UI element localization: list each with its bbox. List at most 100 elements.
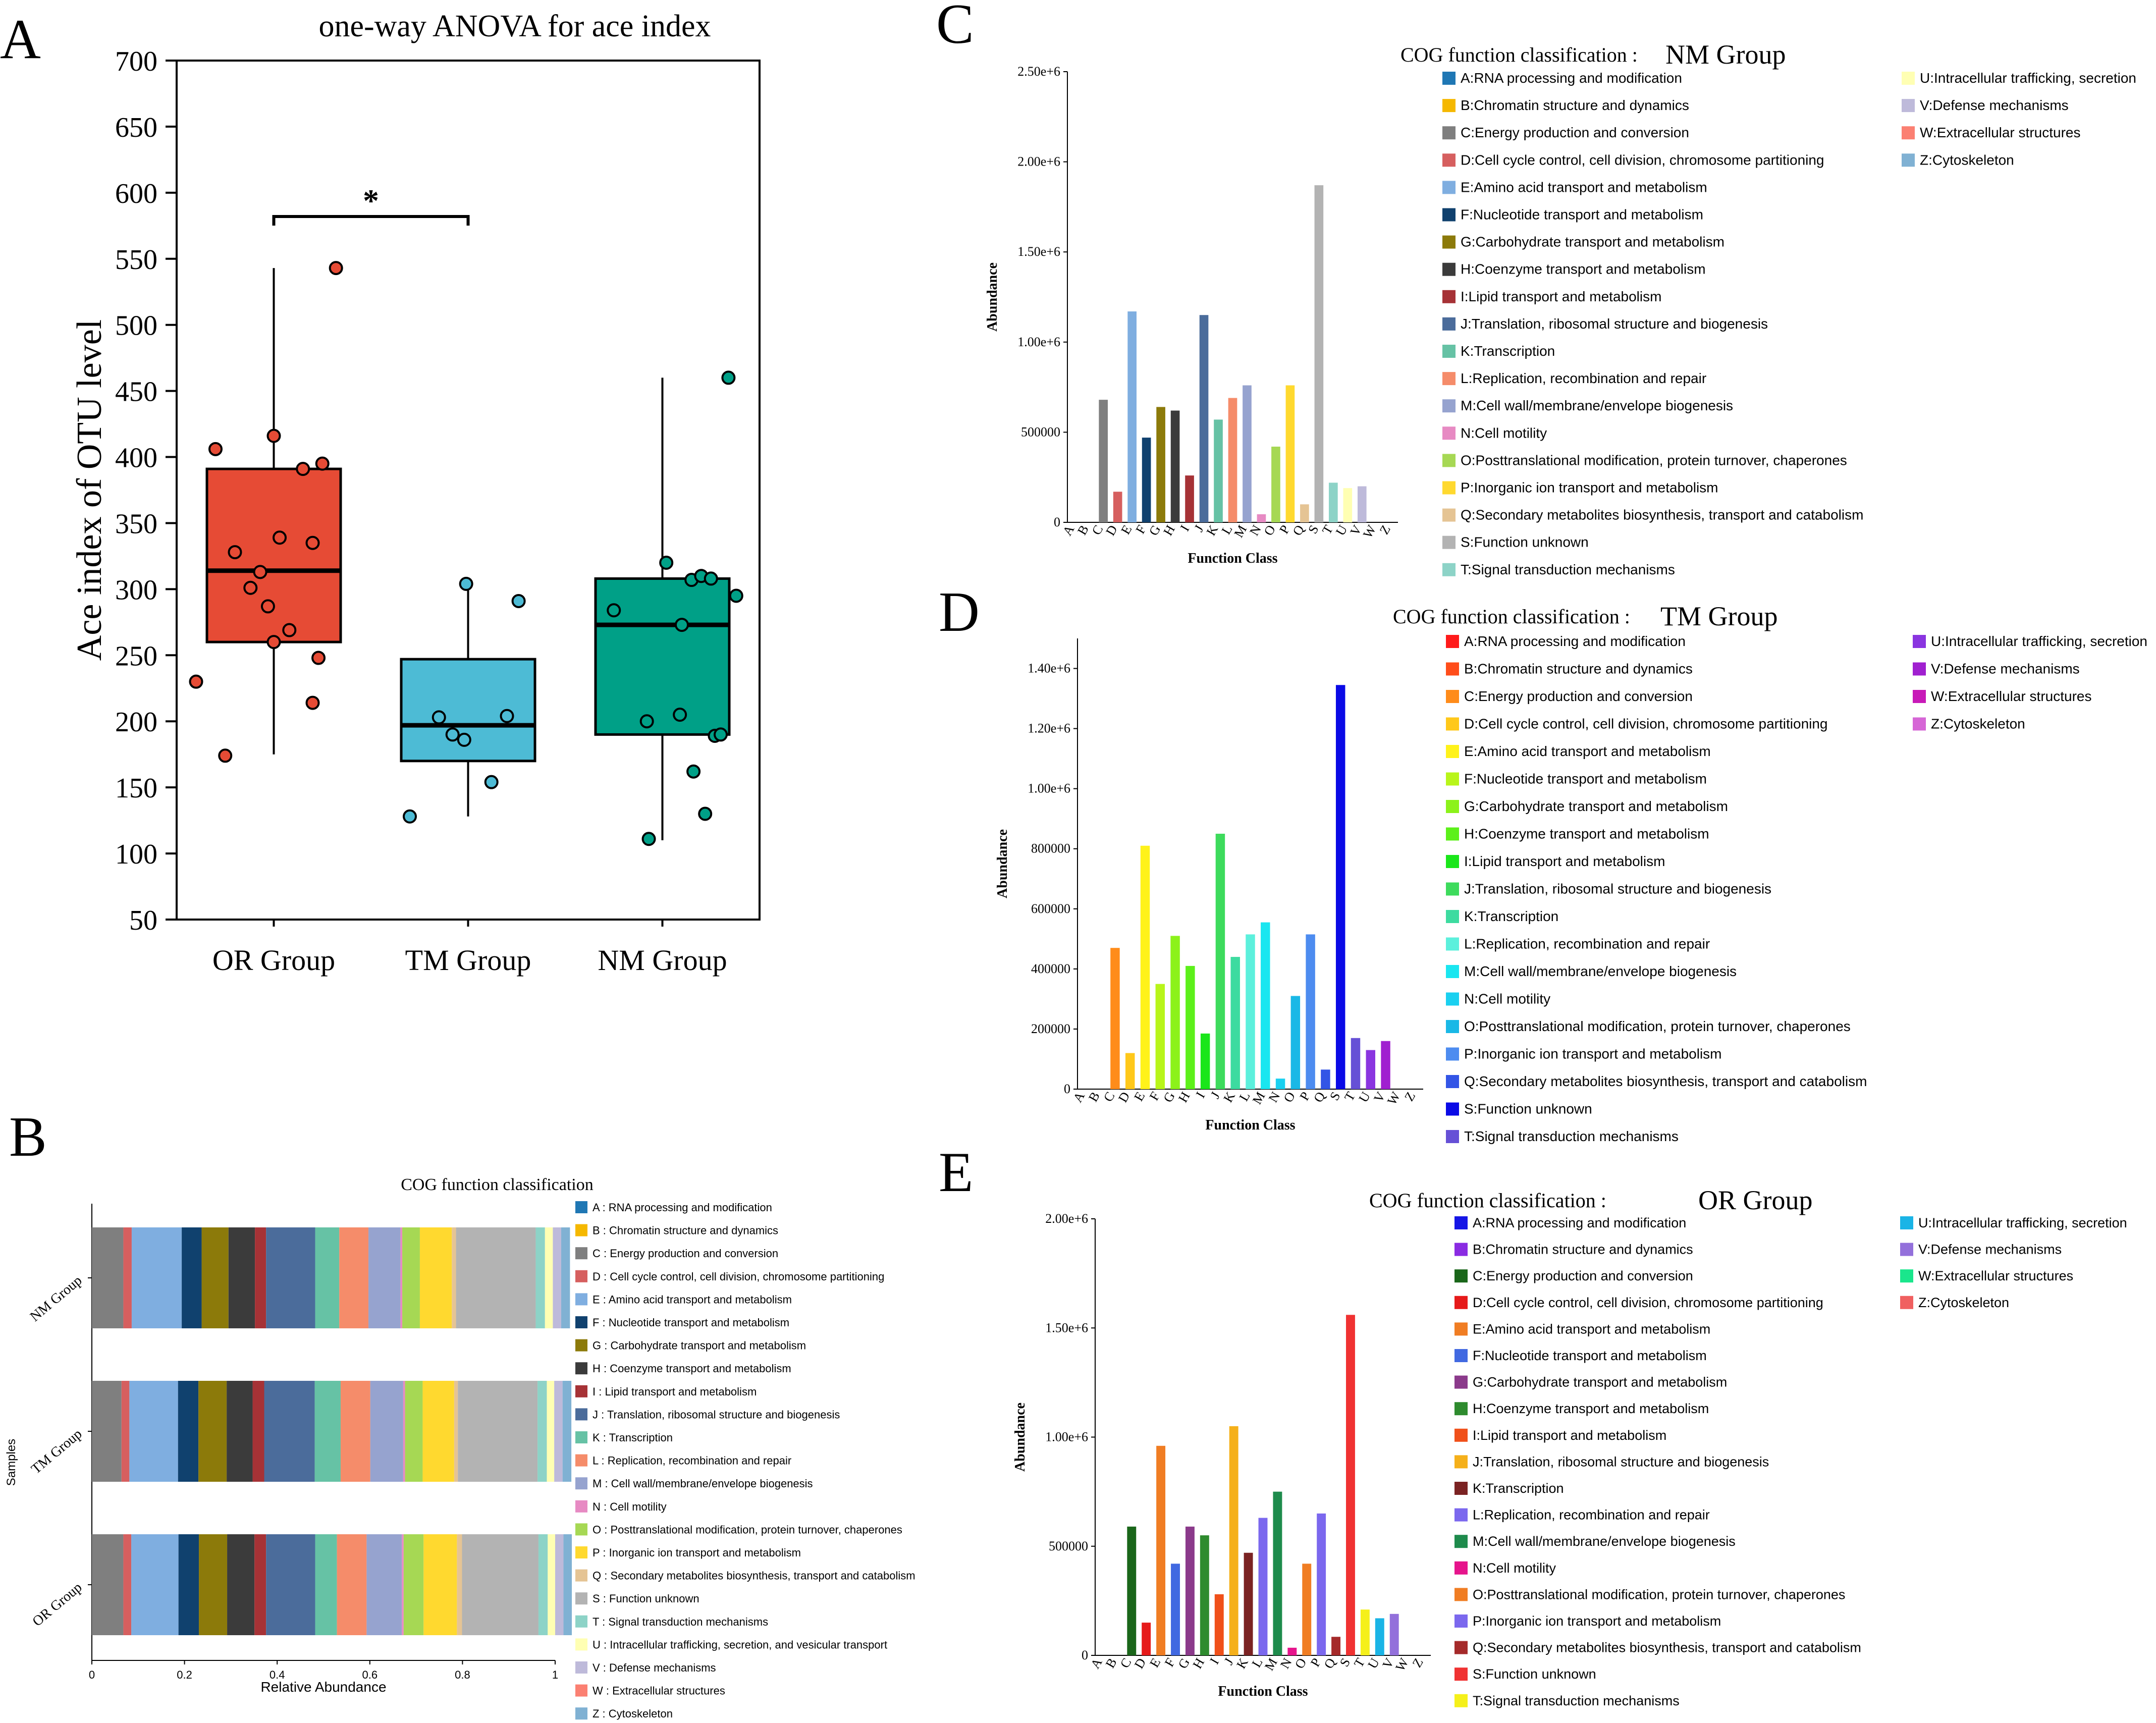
bar-v xyxy=(1389,1613,1399,1655)
legend-label: O : Posttranslational modification, prot… xyxy=(592,1523,902,1536)
bar-v xyxy=(1381,1041,1390,1089)
bar-e xyxy=(1156,1445,1166,1655)
legend-label: U:Intracellular trafficking, secretion xyxy=(1920,70,2136,86)
y-tick-label: 2.00e+6 xyxy=(1017,154,1060,169)
data-point xyxy=(659,556,674,570)
legend-label: N:Cell motility xyxy=(1473,1560,1556,1576)
x-tick-label: I xyxy=(1193,1090,1208,1101)
plot-title: COG function classification xyxy=(401,1175,593,1194)
stack-segment-f xyxy=(178,1534,199,1635)
legend-swatch xyxy=(575,1684,587,1697)
data-point xyxy=(641,832,656,846)
legend-swatch xyxy=(1900,1243,1913,1256)
x-tick-label: K xyxy=(1204,522,1221,538)
stack-segment-k xyxy=(315,1227,340,1328)
legend-label: W:Extracellular structures xyxy=(1920,125,2080,140)
legend-swatch xyxy=(1442,153,1456,167)
stack-segment-s xyxy=(456,1227,536,1328)
legend-label: G:Carbohydrate transport and metabolism xyxy=(1461,234,1724,250)
legend-label: E:Amino acid transport and metabolism xyxy=(1464,743,1711,759)
y-tick-label: 200 xyxy=(115,707,157,738)
stack-segment-j xyxy=(266,1227,315,1328)
legend-swatch xyxy=(575,1293,587,1306)
data-point xyxy=(511,594,526,608)
data-point xyxy=(189,674,203,689)
y-tick-label: 450 xyxy=(115,376,157,408)
legend-swatch xyxy=(1442,563,1456,576)
legend-label: N:Cell motility xyxy=(1461,425,1547,441)
legend-swatch xyxy=(1454,1216,1468,1229)
x-tick-label: P xyxy=(1297,1090,1313,1103)
bar-k xyxy=(1230,957,1240,1089)
legend-label: B:Chromatin structure and dynamics xyxy=(1473,1242,1693,1257)
legend-swatch xyxy=(1454,1667,1468,1681)
legend-label: T:Signal transduction mechanisms xyxy=(1464,1128,1679,1144)
x-tick-label: W xyxy=(1384,1089,1404,1107)
stack-segment-v xyxy=(554,1381,563,1482)
stack-segment-e xyxy=(131,1534,179,1635)
legend-label: I:Lipid transport and metabolism xyxy=(1461,289,1661,304)
legend-label: Z : Cytoskeleton xyxy=(592,1707,673,1720)
legend-swatch xyxy=(1446,662,1459,676)
y-tick-label: 0 xyxy=(1054,515,1060,529)
x-tick-label: I xyxy=(1177,523,1192,534)
x-tick-label: K xyxy=(1233,1655,1251,1671)
legend-label: N : Cell motility xyxy=(592,1500,667,1513)
stack-segment-j xyxy=(264,1381,315,1482)
y-tick-label: 600 xyxy=(115,178,157,209)
x-tick-label: E xyxy=(1147,1656,1163,1670)
x-tick-label: J xyxy=(1208,1090,1223,1101)
legend-label: N:Cell motility xyxy=(1464,991,1550,1007)
legend-swatch xyxy=(1442,372,1456,386)
legend-swatch xyxy=(1454,1243,1468,1256)
box xyxy=(205,467,342,643)
legend-swatch xyxy=(575,1477,587,1490)
legend-swatch xyxy=(1446,1020,1459,1033)
stack-segment-o xyxy=(405,1381,423,1482)
bar-u xyxy=(1366,1050,1375,1089)
legend-swatch xyxy=(1446,992,1459,1006)
data-point xyxy=(500,709,514,723)
data-point xyxy=(266,428,281,443)
y-tick-label: 1.00e+6 xyxy=(1028,781,1070,796)
y-tick-label: 0 xyxy=(1064,1082,1070,1096)
legend-swatch xyxy=(575,1339,587,1352)
data-point xyxy=(311,651,326,665)
x-tick-label: K xyxy=(1220,1089,1238,1105)
stack-segment-l xyxy=(340,1381,370,1482)
legend-swatch xyxy=(575,1661,587,1674)
bar-s xyxy=(1314,185,1324,522)
x-tick-label: E xyxy=(1118,523,1135,537)
y-tick-label: 800000 xyxy=(1031,841,1070,856)
y-axis-label: Samples xyxy=(5,1439,18,1486)
legend-label: T : Signal transduction mechanisms xyxy=(592,1616,768,1628)
y-tick-label: 400 xyxy=(115,443,157,474)
legend-label: A:RNA processing and modification xyxy=(1464,633,1686,649)
legend-label: Q:Secondary metabolites biosynthesis, tr… xyxy=(1461,507,1863,523)
data-point xyxy=(729,588,743,603)
legend-swatch xyxy=(1454,1535,1468,1548)
x-axis-label: Function Class xyxy=(1188,551,1277,566)
legend-swatch xyxy=(1454,1641,1468,1654)
stack-segment-n xyxy=(402,1534,404,1635)
stack-segment-m xyxy=(366,1534,402,1635)
legend-swatch xyxy=(575,1638,587,1651)
y-tick-label: 2.50e+6 xyxy=(1017,64,1060,79)
data-point xyxy=(228,545,242,560)
legend-label: V : Defense mechanisms xyxy=(592,1661,716,1674)
legend-label: P:Inorganic ion transport and metabolism xyxy=(1464,1046,1722,1062)
bar-p xyxy=(1317,1513,1326,1655)
y-tick-label: 1.40e+6 xyxy=(1028,661,1070,676)
bar-j xyxy=(1229,1426,1238,1655)
legend-label: A:RNA processing and modification xyxy=(1461,70,1682,86)
legend-swatch xyxy=(575,1385,587,1397)
legend-label: A:RNA processing and modification xyxy=(1473,1215,1686,1230)
y-tick-label: 0 xyxy=(1082,1648,1088,1662)
x-tick-label: W xyxy=(1360,522,1379,541)
y-tick-label: 250 xyxy=(115,640,157,672)
stack-segment-t xyxy=(538,1534,548,1635)
stack-segment-d xyxy=(123,1227,132,1328)
stack-segment-d xyxy=(121,1381,130,1482)
data-point xyxy=(714,727,728,742)
data-point xyxy=(704,571,718,586)
